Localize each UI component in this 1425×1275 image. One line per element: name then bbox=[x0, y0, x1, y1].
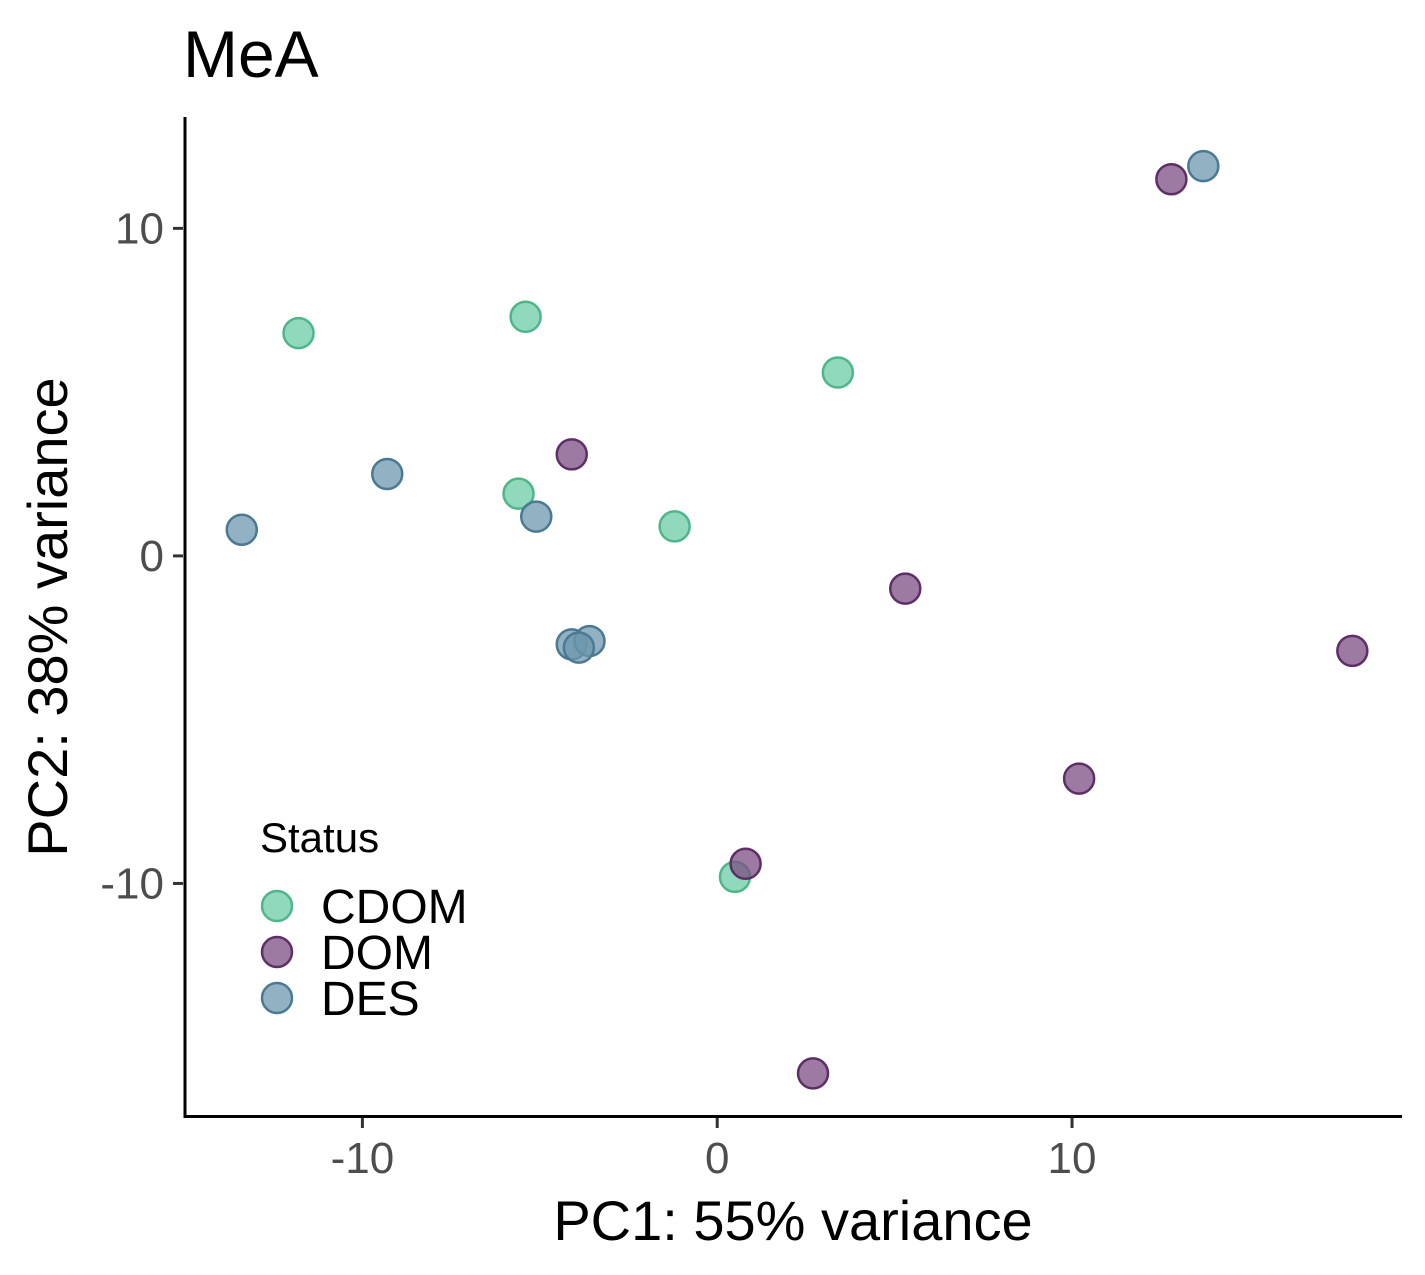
point-dom bbox=[796, 1057, 830, 1090]
point-cdom bbox=[509, 300, 542, 334]
x-axis-title: PC1: 55% variance bbox=[553, 1189, 1032, 1252]
point-dom bbox=[555, 438, 588, 471]
x-tick-label: 0 bbox=[705, 1134, 729, 1183]
legend-label-dom: DOM bbox=[321, 927, 433, 980]
y-tick-label: -10 bbox=[100, 859, 164, 908]
point-cdom bbox=[658, 510, 691, 543]
x-tick-label: 10 bbox=[1048, 1134, 1097, 1183]
y-tick-label: 0 bbox=[140, 532, 164, 581]
point-cdom bbox=[821, 356, 855, 389]
legend-key-dom bbox=[260, 935, 294, 969]
point-cdom bbox=[282, 316, 315, 350]
point-des bbox=[1187, 149, 1220, 183]
point-cdom bbox=[502, 477, 535, 510]
point-dom bbox=[1336, 634, 1369, 668]
legend-title: Status bbox=[260, 814, 379, 861]
point-dom bbox=[1062, 762, 1096, 795]
x-tick-label: -10 bbox=[331, 1134, 395, 1183]
point-des bbox=[562, 631, 596, 664]
point-dom bbox=[889, 572, 922, 605]
y-axis-title: PC2: 38% variance bbox=[16, 377, 79, 856]
y-tick-label: 10 bbox=[115, 204, 164, 253]
legend-key-cdom bbox=[260, 889, 294, 923]
point-des bbox=[370, 457, 404, 491]
chart-title: MeA bbox=[183, 17, 319, 91]
point-dom bbox=[729, 847, 762, 881]
point-des bbox=[520, 500, 553, 533]
legend-key-des bbox=[260, 981, 294, 1015]
legend-label-des: DES bbox=[321, 973, 420, 1026]
points-layer bbox=[225, 149, 1369, 1090]
point-des bbox=[225, 513, 259, 546]
ticks-layer: -10 0 10 -10 0 10 bbox=[100, 204, 1096, 1183]
legend-label-cdom: CDOM bbox=[321, 881, 468, 934]
point-dom bbox=[1155, 162, 1188, 196]
